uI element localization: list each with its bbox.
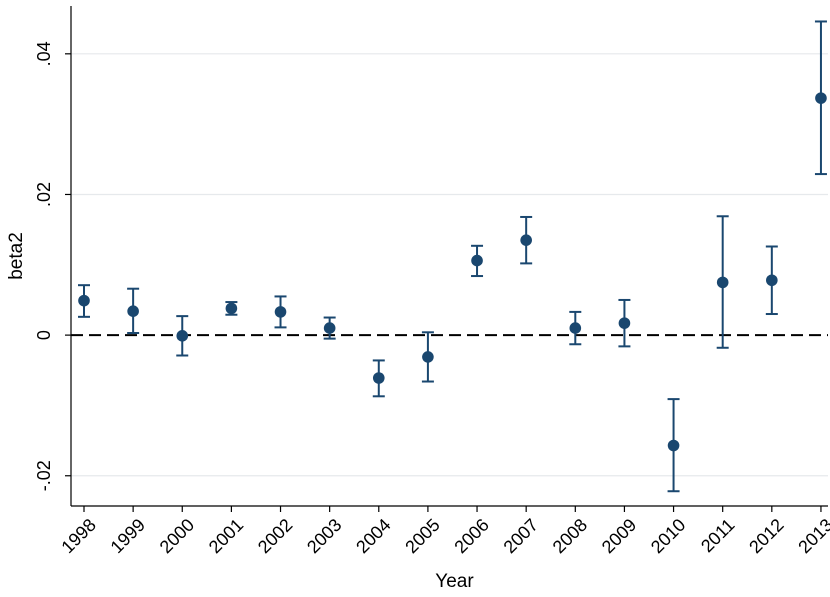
x-tick-label: 2004 — [352, 515, 394, 557]
error-bar-group — [274, 295, 287, 329]
data-point — [323, 322, 336, 334]
error-bar-group — [372, 359, 385, 398]
y-tick-label: .04 — [34, 41, 54, 66]
x-tick-label: 1999 — [107, 515, 149, 557]
x-tick-label: 2000 — [156, 515, 198, 557]
data-point — [766, 274, 778, 287]
error-bar-group — [569, 310, 582, 346]
error-bar-group — [716, 215, 729, 349]
x-axis-label: Year — [435, 571, 474, 592]
error-bar-group — [225, 301, 238, 316]
data-point — [618, 317, 631, 329]
data-point — [422, 351, 434, 363]
data-point — [667, 439, 680, 452]
x-tick-label: 2009 — [598, 515, 640, 557]
x-tick-label: 2007 — [500, 515, 542, 557]
y-tick-label: 0 — [34, 330, 54, 340]
data-point — [372, 372, 385, 384]
error-bar-group — [176, 315, 189, 357]
data-point — [716, 276, 729, 289]
error-bar-group — [127, 287, 140, 335]
grid-lines — [71, 53, 828, 477]
x-tick-label: 2013 — [794, 515, 830, 557]
y-axis-label: beta2 — [6, 232, 27, 280]
error-bar-group — [421, 331, 434, 383]
data-point — [815, 92, 827, 104]
x-tick-label: 1998 — [57, 515, 99, 557]
x-tick-label: 2001 — [205, 515, 247, 557]
error-bar-group — [520, 215, 533, 265]
x-tick-label: 2005 — [401, 515, 443, 557]
error-bar-group — [323, 316, 336, 340]
y-ticks: -.02 0 .02 .04 — [34, 41, 71, 491]
x-tick-label: 2010 — [647, 515, 689, 557]
x-tick-label: 2012 — [745, 515, 787, 557]
error-bar-group — [471, 244, 484, 278]
error-bar-group — [814, 20, 827, 176]
data-point — [471, 254, 483, 267]
data-point — [569, 322, 582, 334]
x-tick-label: 2006 — [450, 515, 492, 557]
data-point — [520, 234, 532, 246]
data-point — [78, 294, 90, 307]
y-tick-label: .02 — [34, 182, 54, 207]
data-point — [127, 305, 139, 318]
data-marks — [78, 20, 827, 493]
x-tick-label: 2003 — [303, 515, 345, 557]
y-tick-label: -.02 — [34, 460, 54, 491]
error-bar-group — [667, 398, 680, 493]
x-ticks: 1998 1999 2000 2001 2002 2003 2004 2005 2006 2007… — [57, 506, 830, 557]
data-point — [225, 302, 238, 315]
x-tick-label: 2008 — [549, 515, 591, 557]
error-bar-group — [78, 284, 90, 318]
data-point — [274, 306, 287, 318]
x-tick-label: 2002 — [254, 515, 296, 557]
error-bar-group — [765, 245, 778, 316]
data-point — [176, 330, 189, 342]
x-tick-label: 2011 — [697, 515, 739, 557]
error-bar-group — [618, 298, 631, 348]
